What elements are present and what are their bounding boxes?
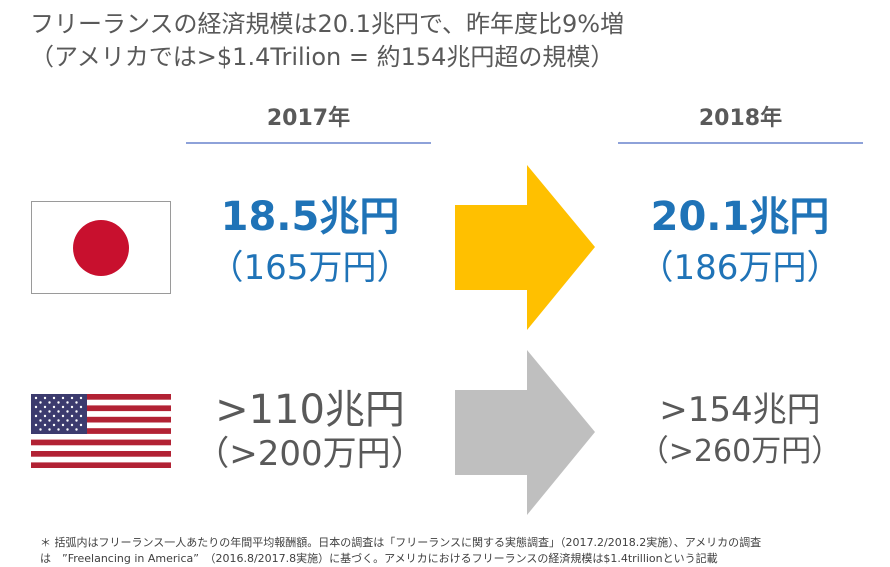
- us-2018-per-person: （>260万円）: [638, 434, 842, 469]
- year-2018-underline: [618, 142, 863, 144]
- us-2017-value: >110兆円: [215, 387, 405, 433]
- us-flag: [31, 394, 171, 468]
- japan-2018-per-person: （186万円）: [639, 248, 841, 288]
- japan-2018-value: 20.1兆円: [650, 194, 830, 240]
- japan-2017-value: 18.5兆円: [220, 194, 400, 240]
- us-growth-arrow: [455, 350, 595, 515]
- japan-flag-sun: [73, 220, 129, 276]
- japan-flag: [31, 201, 171, 294]
- title-line-2: （アメリカでは>$1.4Trilion = 約154兆円超の規模）: [30, 43, 615, 71]
- japan-growth-arrow: [455, 165, 595, 330]
- page-title: フリーランスの経済規模は20.1兆円で、昨年度比9%増 （アメリカでは>$1.4…: [30, 8, 624, 74]
- title-line-1: フリーランスの経済規模は20.1兆円で、昨年度比9%増: [30, 10, 625, 38]
- footnote-line-1: ＊ 括弧内はフリーランス一人あたりの年間平均報酬額。日本の調査は「フリーランスに…: [40, 536, 762, 549]
- year-2017-underline: [186, 142, 431, 144]
- footnote: ＊ 括弧内はフリーランス一人あたりの年間平均報酬額。日本の調査は「フリーランスに…: [40, 535, 761, 567]
- year-2017-header: 2017年: [266, 106, 351, 131]
- japan-2017-per-person: （165万円）: [209, 248, 411, 288]
- year-2018-header: 2018年: [698, 106, 783, 131]
- us-2017-per-person: （>200万円）: [195, 434, 425, 474]
- us-2018-value: >154兆円: [659, 390, 821, 430]
- footnote-line-2: は ”Freelancing in America” （2016.8/2017.…: [40, 552, 718, 565]
